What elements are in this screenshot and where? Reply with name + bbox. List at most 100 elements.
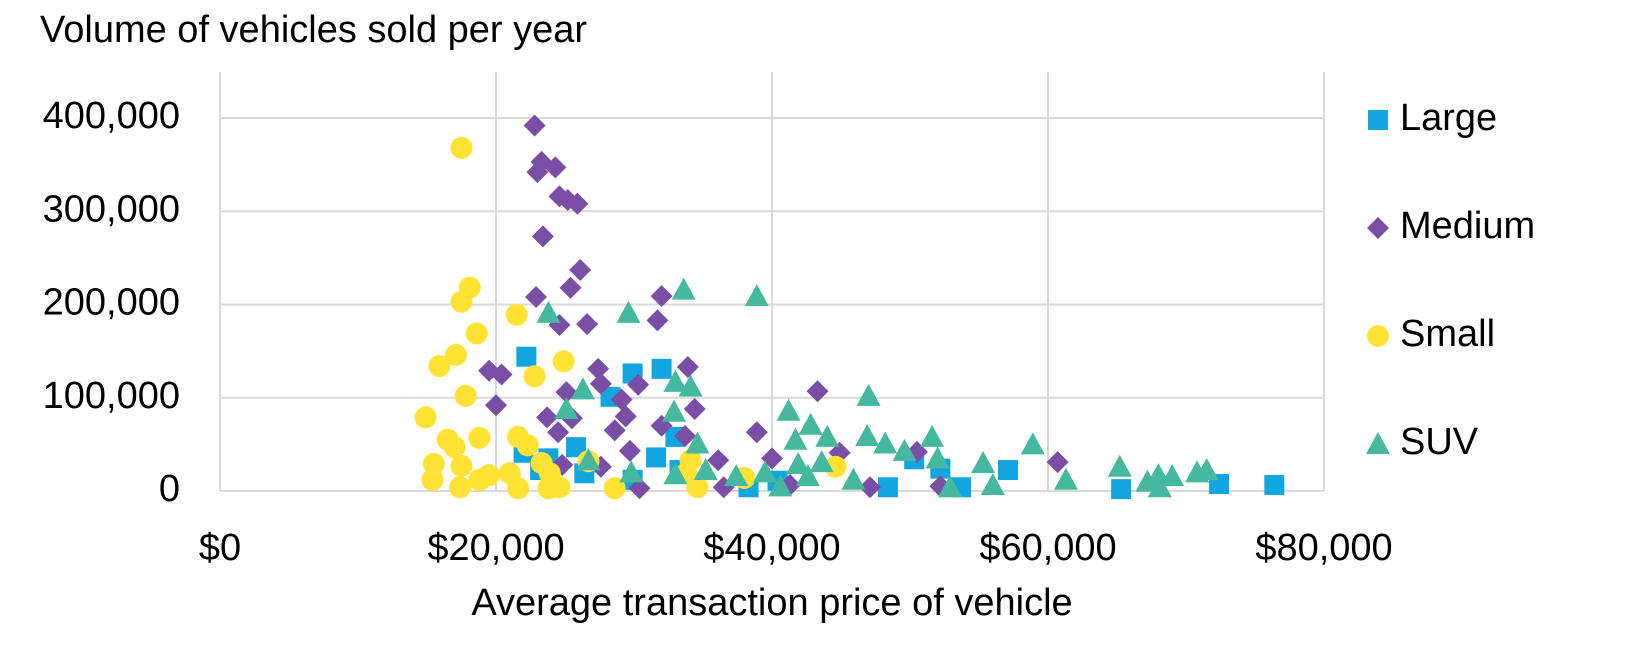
marker-triangle	[856, 383, 881, 406]
marker-diamond	[676, 355, 699, 378]
marker-diamond	[587, 357, 610, 380]
marker-square	[1111, 479, 1132, 500]
marker-square	[997, 460, 1018, 481]
marker-diamond	[628, 477, 651, 500]
marker-triangle	[768, 474, 793, 497]
marker-triangle	[873, 431, 898, 454]
marker-triangle	[693, 458, 718, 481]
x-tick-label: $40,000	[703, 527, 840, 569]
marker-circle	[422, 452, 445, 475]
marker-circle	[603, 477, 626, 500]
marker-diamond	[526, 161, 549, 184]
marker-circle	[454, 384, 477, 407]
y-tick-label: 100,000	[43, 375, 180, 417]
marker-diamond	[858, 476, 881, 499]
marker-circle	[507, 477, 530, 500]
marker-circle	[468, 426, 491, 449]
marker-circle	[516, 434, 539, 457]
y-tick-label: 400,000	[43, 95, 180, 137]
marker-triangle	[786, 451, 811, 474]
marker-diamond	[525, 286, 548, 309]
marker-triangle	[892, 438, 917, 461]
marker-diamond	[559, 276, 582, 299]
marker-triangle	[776, 398, 801, 421]
marker-triangle	[1194, 458, 1219, 481]
marker-circle	[428, 355, 451, 378]
marker-triangle	[576, 448, 601, 471]
marker-triangle	[815, 424, 840, 447]
marker-triangle	[795, 464, 820, 487]
marker-diamond	[610, 388, 633, 411]
marker-triangle	[980, 472, 1005, 495]
marker-circle	[465, 322, 488, 345]
marker-triangle	[678, 374, 703, 397]
marker-triangle	[1160, 464, 1185, 487]
marker-circle	[450, 454, 473, 477]
legend-label: Medium	[1400, 205, 1535, 247]
marker-triangle	[925, 446, 950, 469]
marker-triangle	[570, 377, 595, 400]
marker-diamond	[589, 372, 612, 395]
marker-triangle	[663, 462, 688, 485]
legend-label: Small	[1400, 313, 1495, 355]
legend-label: Large	[1400, 97, 1497, 139]
marker-circle	[450, 290, 473, 313]
marker-circle	[1367, 325, 1389, 347]
marker-circle	[443, 436, 466, 459]
marker-triangle	[1107, 454, 1132, 477]
marker-triangle	[1053, 467, 1078, 490]
marker-triangle	[744, 284, 769, 307]
marker-square	[516, 346, 537, 367]
marker-triangle	[855, 423, 880, 446]
marker-diamond	[523, 114, 546, 137]
marker-square	[651, 358, 672, 379]
marker-square	[646, 447, 667, 468]
marker-triangle	[536, 300, 561, 323]
marker-circle	[444, 343, 467, 366]
marker-diamond	[569, 258, 592, 281]
marker-triangle	[619, 460, 644, 483]
chart-title: Volume of vehicles sold per year	[40, 9, 587, 51]
marker-circle	[537, 477, 560, 500]
marker-square	[877, 477, 898, 498]
marker-diamond	[806, 380, 829, 403]
marker-circle	[450, 136, 473, 159]
marker-circle	[468, 468, 491, 491]
marker-triangle	[841, 467, 866, 490]
marker-triangle	[753, 460, 778, 483]
legend-label: SUV	[1400, 421, 1479, 463]
marker-diamond	[490, 363, 513, 386]
marker-diamond	[1367, 217, 1389, 239]
marker-triangle	[1147, 475, 1172, 498]
marker-square	[1264, 474, 1285, 495]
marker-diamond	[531, 225, 554, 248]
marker-circle	[530, 452, 553, 475]
x-tick-label: $0	[199, 527, 241, 569]
marker-diamond	[650, 285, 673, 308]
marker-triangle	[616, 300, 641, 323]
marker-circle	[824, 455, 847, 478]
x-tick-label: $80,000	[1255, 527, 1392, 569]
marker-circle	[523, 365, 546, 388]
marker-square	[566, 437, 587, 458]
x-tick-label: $20,000	[427, 527, 564, 569]
marker-diamond	[544, 156, 567, 179]
marker-diamond	[485, 394, 507, 417]
marker-diamond	[603, 419, 626, 442]
marker-triangle	[671, 277, 696, 300]
marker-diamond	[614, 405, 637, 428]
marker-diamond	[627, 373, 650, 396]
marker-triangle	[724, 464, 749, 487]
marker-triangle	[1135, 469, 1160, 492]
marker-triangle	[971, 451, 996, 474]
marker-circle	[552, 350, 575, 373]
marker-circle	[449, 476, 472, 499]
marker-diamond	[707, 449, 730, 472]
marker-diamond	[576, 313, 599, 336]
marker-triangle	[663, 369, 688, 392]
marker-triangle	[554, 396, 579, 419]
marker-circle	[421, 468, 444, 491]
marker-circle	[414, 406, 437, 429]
x-tick-label: $60,000	[979, 527, 1116, 569]
